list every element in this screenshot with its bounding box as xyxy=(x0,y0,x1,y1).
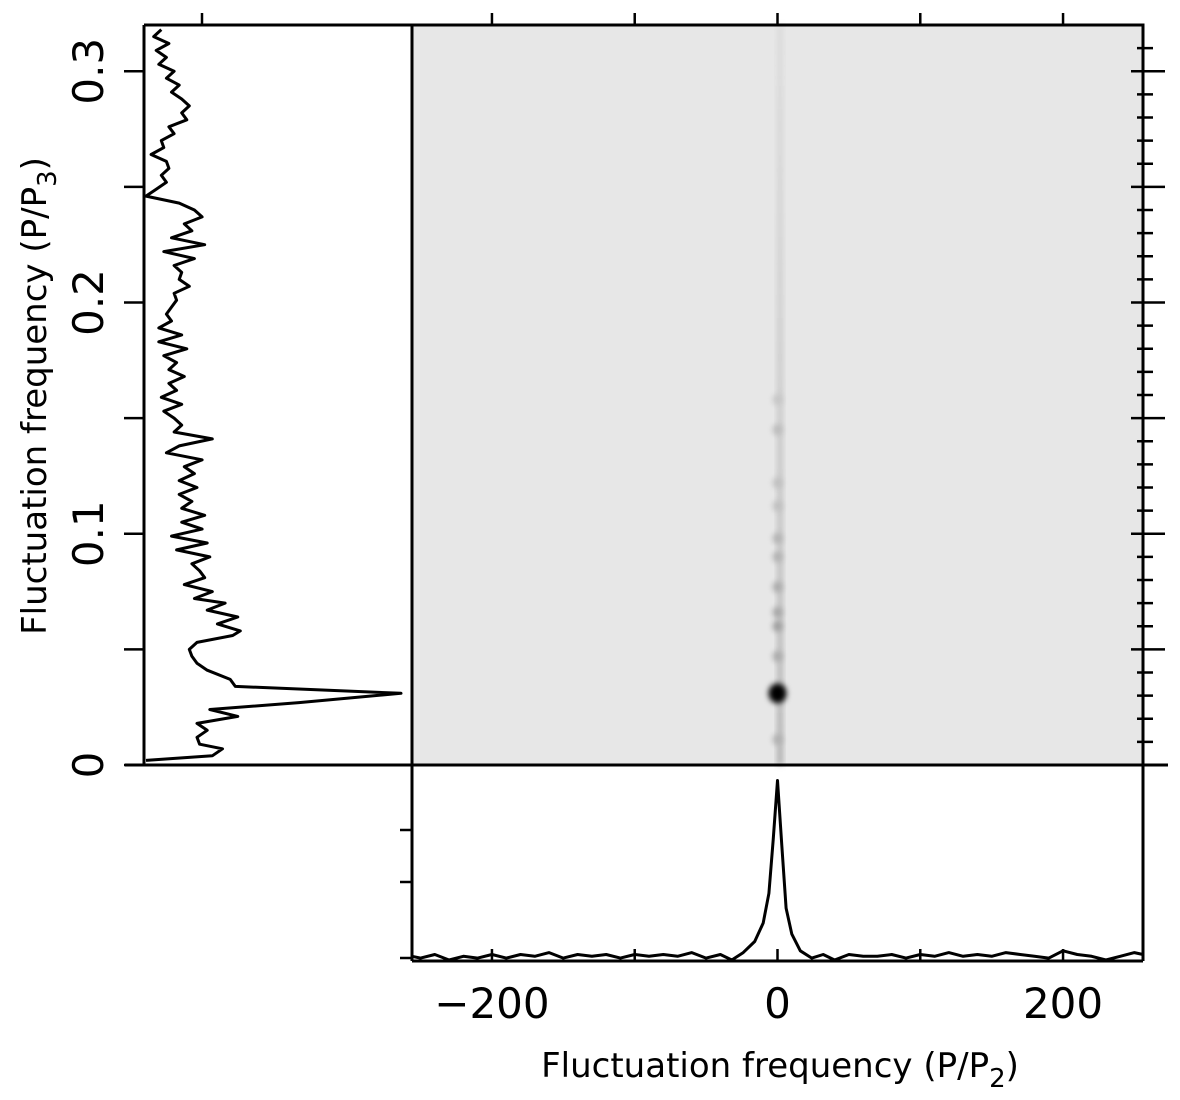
heatmap-feature-3 xyxy=(772,606,783,618)
heatmap-panel xyxy=(410,23,1145,767)
heatmap-feature-2 xyxy=(772,620,783,632)
x-axis-title: Fluctuation frequency (P/P2) xyxy=(541,1046,1019,1094)
y-tick-label-2: 0.2 xyxy=(64,269,113,336)
heatmap-feature-1 xyxy=(772,650,783,662)
heatmap-feature-8 xyxy=(772,477,783,489)
y-tick-label-3: 0.3 xyxy=(64,38,113,105)
heatmap-feature-4 xyxy=(772,581,783,593)
x-tick-label-4: 200 xyxy=(1023,979,1103,1028)
heatmap-feature-11 xyxy=(772,734,783,746)
side-profile-panel: 0 0.1 0.2 0.3 xyxy=(64,13,412,778)
heatmap-feature-6 xyxy=(772,532,783,544)
x-tick-label-2: 0 xyxy=(764,979,791,1028)
top-axis-ticks xyxy=(490,13,1065,25)
left-axis-tick-labels: 0 0.1 0.2 0.3 xyxy=(64,38,113,779)
y-axis-title-end: ) xyxy=(15,157,55,170)
side-profile-line xyxy=(144,28,403,762)
heatmap-features xyxy=(768,394,787,746)
bottom-profile-panel: −200 0 200 xyxy=(400,763,1168,1028)
y-tick-label-1: 0.1 xyxy=(64,500,113,567)
heatmap-feature-7 xyxy=(772,500,783,512)
y-axis-title: Fluctuation frequency (P/P3) xyxy=(15,157,63,635)
heatmap-feature-9 xyxy=(772,424,783,436)
y-tick-label-0: 0 xyxy=(64,752,113,779)
x-axis-title-end: ) xyxy=(1006,1046,1019,1086)
bottom-axis-tick-labels: −200 0 200 xyxy=(434,979,1103,1028)
left-axis-ticks xyxy=(124,70,144,767)
heatmap-feature-5 xyxy=(772,551,783,563)
x-tick-label-0: −200 xyxy=(434,979,549,1028)
y-axis-title-subscript: 3 xyxy=(33,170,63,187)
x-axis-title-subscript: 2 xyxy=(989,1064,1006,1094)
heatmap-feature-0 xyxy=(768,683,787,704)
bottom-profile-line xyxy=(411,779,1144,962)
heatmap-feature-10 xyxy=(772,394,783,406)
